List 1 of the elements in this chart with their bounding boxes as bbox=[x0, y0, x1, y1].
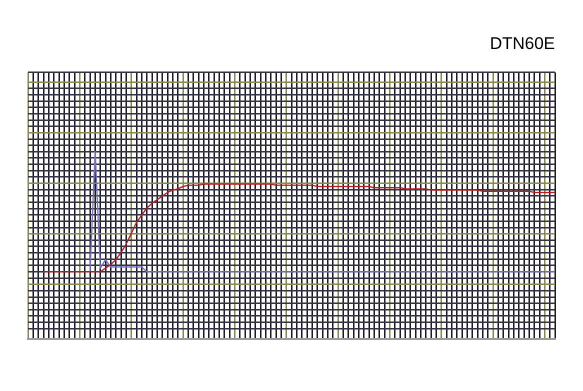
chart-title: DTN60E bbox=[490, 34, 555, 53]
